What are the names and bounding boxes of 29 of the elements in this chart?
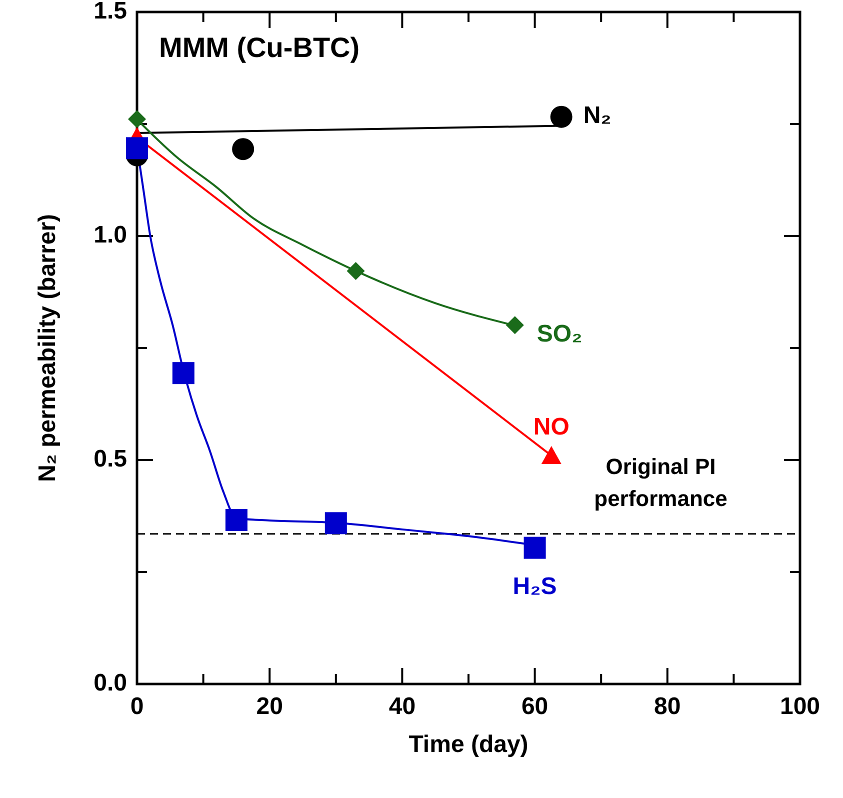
point xyxy=(346,262,365,280)
x-axis-title: Time (day) xyxy=(408,731,528,758)
point xyxy=(324,512,347,534)
point xyxy=(541,446,562,464)
x-tick-label: 80 xyxy=(654,693,681,720)
y-tick-label: 1.0 xyxy=(94,221,127,248)
text: MMM (Cu-BTC) xyxy=(159,32,360,63)
point xyxy=(128,110,146,128)
y-tick-label: 0.0 xyxy=(94,669,127,696)
point xyxy=(232,138,254,160)
series-label: H₂S xyxy=(512,573,557,600)
series-label: SO₂ xyxy=(536,320,582,348)
y-axis-title: N₂ permeability (barrer) xyxy=(34,214,61,482)
y-tick-label: 0.5 xyxy=(94,445,127,472)
series-label: N₂ xyxy=(583,102,612,130)
x-tick-label: 20 xyxy=(256,693,283,720)
x-tick-label: 0 xyxy=(130,693,144,720)
x-tick-label: 60 xyxy=(521,693,548,720)
point xyxy=(550,106,572,128)
point xyxy=(225,509,248,532)
x-tick-label: 40 xyxy=(388,693,416,720)
x-tick-label: 100 xyxy=(780,693,820,720)
ref-line-label: Original PI performance xyxy=(594,454,728,511)
point xyxy=(524,536,546,559)
series-label: NO xyxy=(533,413,570,440)
point xyxy=(172,362,194,384)
point xyxy=(126,137,148,160)
y-tick-label: 1.5 xyxy=(94,0,127,24)
point xyxy=(506,316,524,334)
